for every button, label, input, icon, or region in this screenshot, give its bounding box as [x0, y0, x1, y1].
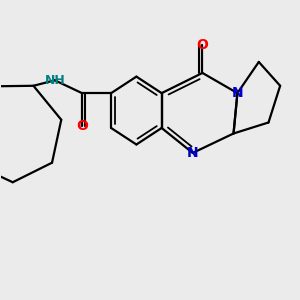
- Text: O: O: [196, 38, 208, 52]
- Text: O: O: [76, 119, 88, 133]
- Text: N: N: [187, 146, 199, 160]
- Text: NH: NH: [44, 74, 65, 87]
- Text: N: N: [232, 86, 243, 100]
